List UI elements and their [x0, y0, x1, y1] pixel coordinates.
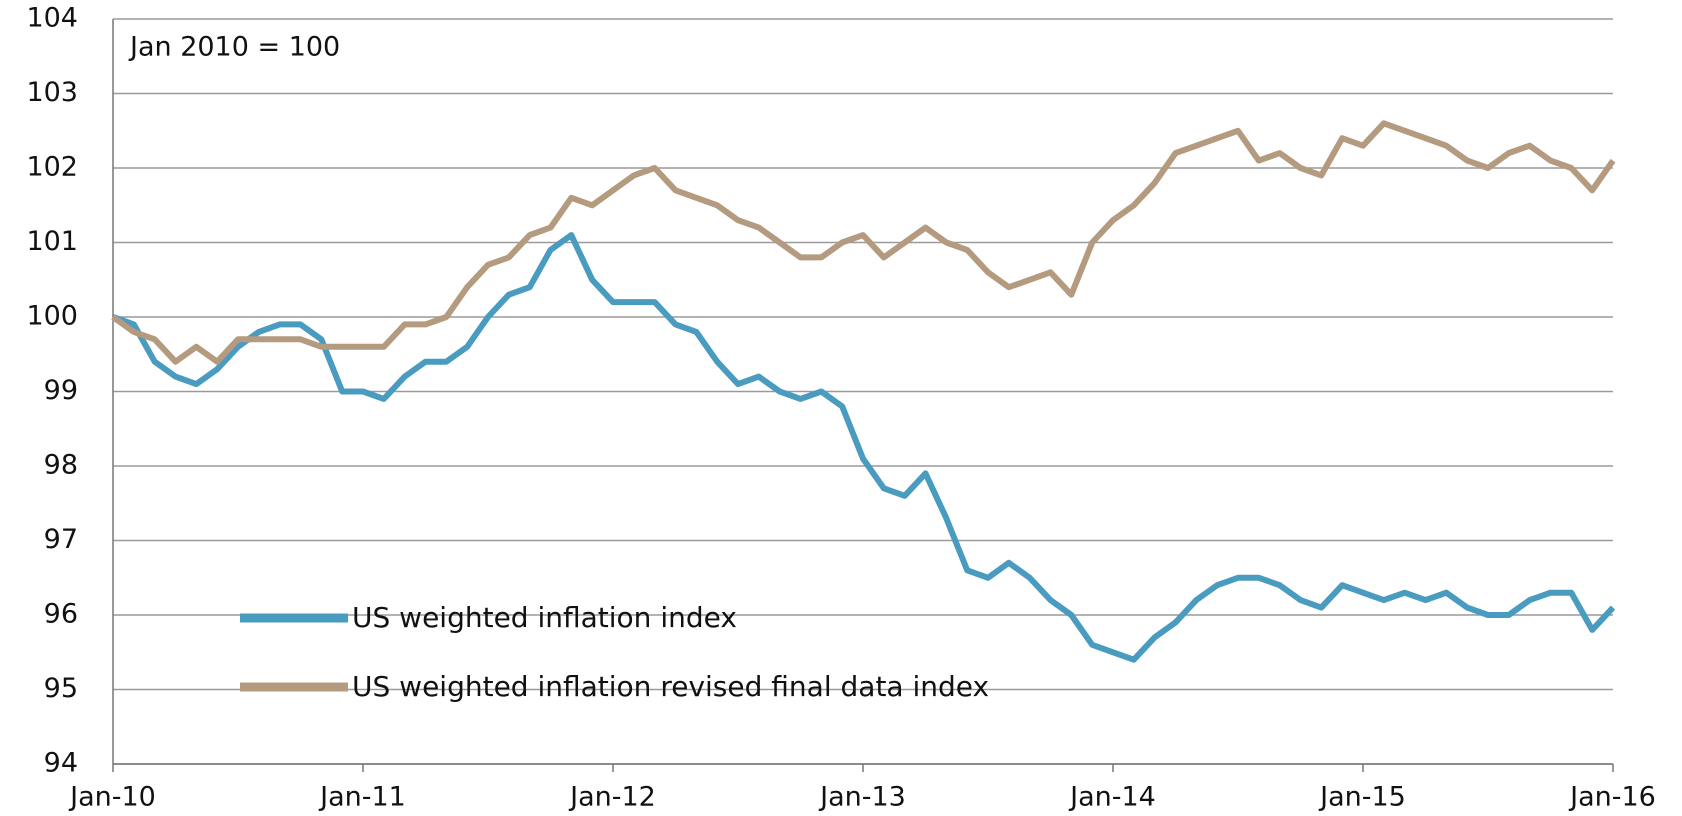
y-tick-label: 103 [26, 77, 78, 108]
y-tick-label: 97 [44, 524, 78, 555]
x-tick-label: Jan-15 [1318, 782, 1406, 813]
y-tick-label: 104 [26, 3, 78, 34]
x-tick-label: Jan-16 [1568, 782, 1656, 813]
y-tick-label: 98 [44, 450, 78, 481]
legend-label: US weighted inflation revised final data… [352, 670, 990, 703]
series-line [111, 232, 1616, 663]
y-tick-label: 102 [26, 152, 78, 183]
y-tick-label: 95 [44, 673, 78, 704]
y-tick-label: 99 [44, 375, 78, 406]
x-tick-label: Jan-13 [818, 782, 906, 813]
series-line [111, 120, 1616, 365]
x-tick-label: Jan-10 [68, 782, 156, 813]
annotation: Jan 2010 = 100 [128, 32, 340, 63]
x-tick-label: Jan-14 [1068, 782, 1156, 813]
y-tick-label: 101 [26, 226, 78, 257]
legend-label: US weighted inflation index [352, 601, 737, 634]
x-tick-label: Jan-11 [318, 782, 406, 813]
y-tick-label: 96 [44, 599, 78, 630]
y-tick-label: 94 [44, 748, 78, 779]
x-tick-label: Jan-12 [568, 782, 656, 813]
y-tick-label: 100 [26, 301, 78, 332]
